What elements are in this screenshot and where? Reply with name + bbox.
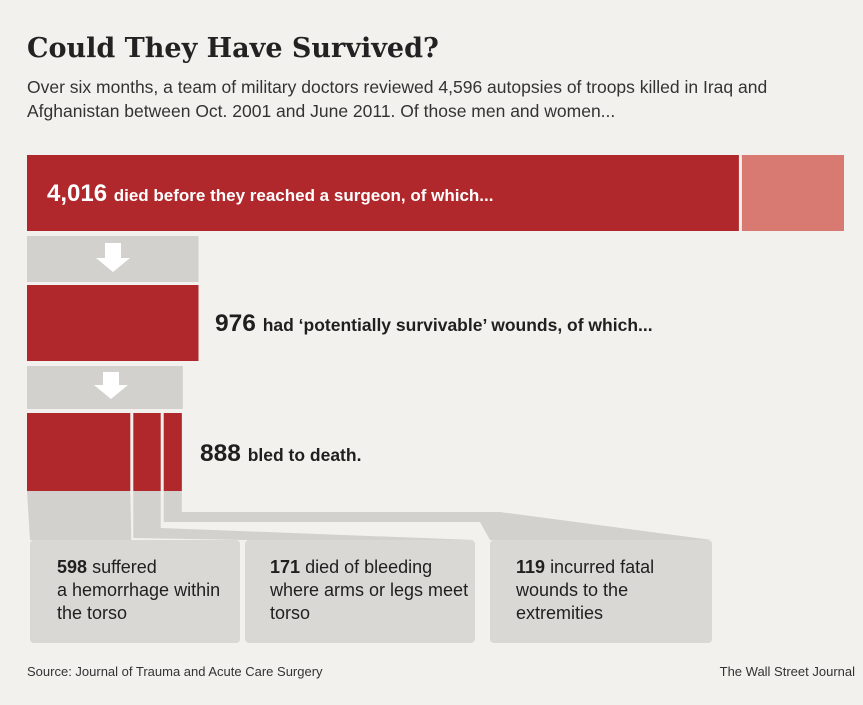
publisher-credit: The Wall Street Journal [719,664,855,679]
chart-subtitle: Over six months, a team of military doct… [27,77,768,121]
bar-remainder [741,155,844,231]
breakdown-box [245,540,475,643]
level-label-bled-to-death-number: 888 [200,440,248,467]
breakdown-label-rest: wounds to the extremities [516,580,629,624]
breakdown-label: died of bleeding [305,557,433,577]
source-note: Source: Journal of Trauma and Acute Care… [27,664,323,679]
level-label-bled-to-death-text: bled to death. [248,445,362,465]
breakdown-label-rest: a hemorrhage within the torso [57,580,221,624]
level-label-potentially-survivable-text: had ‘potentially survivable’ wounds, of … [263,315,653,335]
breakdown-number: 598 [57,557,88,577]
level-label-died-before-surgeon-number: 4,016 [47,180,114,207]
breakdown-box [30,540,240,643]
breakdown-connector [133,491,476,540]
bar-died-before-surgeon [27,155,739,231]
breakdown-box [490,540,712,643]
level-label-died-before-surgeon: 4,016 died before they reached a surgeon… [47,180,493,207]
breakdown-number: 119 [516,557,546,577]
breakdown-text-torso: 598 suffered a hemorrhage within the tor… [57,556,232,625]
breakdown-label-rest: where arms or legs meet torso [270,580,469,624]
breakdown-label: suffered [92,557,157,577]
level-label-bled-to-death: 888 bled to death. [200,440,361,467]
breakdown-connector [163,491,712,540]
breakdown-text-junction: 171 died of bleeding where arms or legs … [270,556,470,625]
breakdown-number: 171 [270,557,301,577]
level-label-potentially-survivable: 976 had ‘potentially survivable’ wounds,… [215,310,653,337]
bar-segment [163,413,182,491]
breakdown-text-extremities: 119 incurred fatal wounds to the extremi… [516,556,696,625]
breakdown-connector [27,491,132,540]
level-label-potentially-survivable-number: 976 [215,310,263,337]
bar-segment [133,413,161,491]
breakdown-label: incurred fatal [550,557,655,577]
chart-title: Could They Have Survived? [27,33,439,64]
down-arrow-icon [94,372,128,399]
level-label-died-before-surgeon-text: died before they reached a surgeon, of w… [114,186,494,205]
bar-potentially-survivable [27,285,199,361]
bar-segment [27,413,131,491]
down-arrow-icon [96,243,130,272]
